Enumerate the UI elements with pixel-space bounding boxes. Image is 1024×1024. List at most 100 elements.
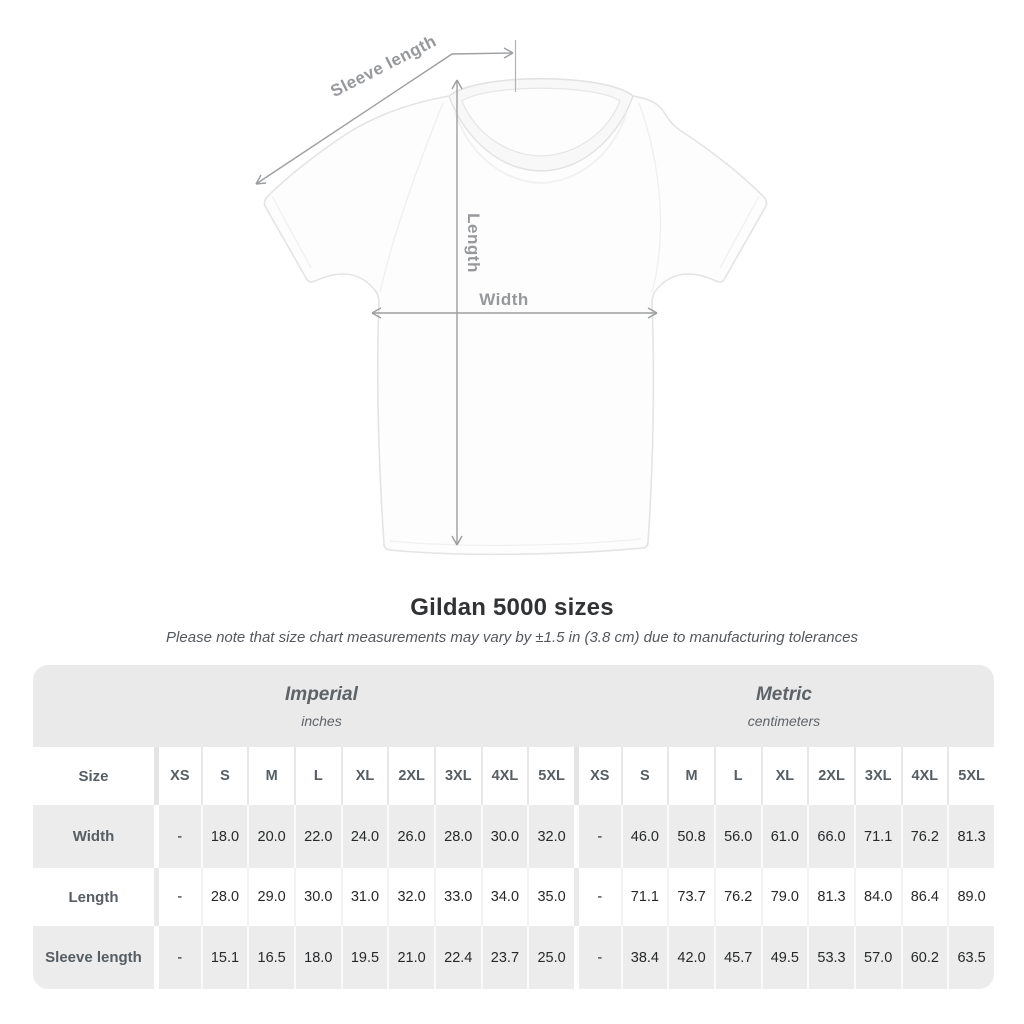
measurement-cell: 84.0 bbox=[853, 868, 901, 926]
page-subtitle: Please note that size chart measurements… bbox=[166, 629, 858, 646]
measurement-cell: 20.0 bbox=[247, 805, 294, 868]
measurement-cell: 15.1 bbox=[200, 926, 248, 989]
metric-sublabel: centimeters bbox=[747, 712, 821, 729]
measurement-cell: 53.3 bbox=[807, 926, 854, 989]
size-col-header: 4XL bbox=[900, 747, 948, 805]
measurement-cell: 60.2 bbox=[900, 926, 948, 989]
tshirt-diagram: Sleeve length Length Width bbox=[255, 31, 768, 556]
tshirt-right-cuff-stitch bbox=[719, 195, 760, 269]
measurement-cell: 49.5 bbox=[760, 926, 808, 989]
measurement-cell: 21.0 bbox=[387, 926, 434, 989]
measurement-cell: 19.5 bbox=[340, 926, 388, 989]
imperial-label: Imperial bbox=[285, 683, 358, 705]
table-row-length: Length - 28.0 29.0 30.0 31.0 32.0 33.0 3… bbox=[33, 868, 994, 926]
measurement-cell: 50.8 bbox=[667, 805, 714, 868]
size-col-header: 4XL bbox=[480, 747, 528, 805]
size-header-row: Size XS S M L XL 2XL 3XL 4XL 5XL XS S M … bbox=[33, 747, 994, 805]
measurement-cell: 28.0 bbox=[200, 868, 248, 926]
table-row-sleeve-length: Sleeve length - 15.1 16.5 18.0 19.5 21.0… bbox=[33, 926, 994, 989]
size-col-header: M bbox=[247, 747, 294, 805]
measurement-cell: - bbox=[573, 868, 621, 926]
size-col-header: XS bbox=[573, 747, 621, 805]
measurement-cell: 28.0 bbox=[433, 805, 481, 868]
measurement-cell: 29.0 bbox=[247, 868, 294, 926]
measurement-cell: 57.0 bbox=[853, 926, 901, 989]
row-label: Width bbox=[33, 805, 154, 868]
measurement-cell: 26.0 bbox=[387, 805, 434, 868]
measurement-cell: 76.2 bbox=[900, 805, 948, 868]
width-arrow bbox=[371, 307, 658, 319]
size-col-header: 2XL bbox=[387, 747, 434, 805]
row-label: Sleeve length bbox=[33, 926, 154, 989]
measurement-cell: 23.7 bbox=[480, 926, 528, 989]
measurement-cell: 32.0 bbox=[527, 805, 574, 868]
tshirt-body bbox=[263, 78, 768, 556]
measurement-cell: - bbox=[154, 868, 201, 926]
units-header-row: Imperial inches Metric centimeters bbox=[33, 665, 994, 747]
measurement-cell: 22.4 bbox=[433, 926, 481, 989]
tshirt-diagram-svg: Sleeve length Length Width bbox=[255, 31, 768, 556]
imperial-sublabel: inches bbox=[301, 712, 342, 729]
measurement-cell: 22.0 bbox=[293, 805, 341, 868]
tshirt-left-cuff-stitch bbox=[271, 195, 312, 269]
measurement-cell: - bbox=[573, 926, 621, 989]
measurement-cell: 31.0 bbox=[340, 868, 388, 926]
length-label: Length bbox=[464, 213, 483, 273]
measurement-cell: 76.2 bbox=[713, 868, 761, 926]
measurement-cell: 86.4 bbox=[900, 868, 948, 926]
tshirt-left-armhole-seam bbox=[379, 102, 444, 293]
measurement-cell: 38.4 bbox=[620, 926, 668, 989]
measurement-cell: 24.0 bbox=[340, 805, 388, 868]
size-col-header: M bbox=[667, 747, 714, 805]
size-col-header: XL bbox=[760, 747, 808, 805]
measurement-cell: 66.0 bbox=[807, 805, 854, 868]
table-row-width: Width - 18.0 20.0 22.0 24.0 26.0 28.0 30… bbox=[33, 805, 994, 868]
measurement-cell: 33.0 bbox=[433, 868, 481, 926]
measurement-cell: 63.5 bbox=[947, 926, 994, 989]
width-label: Width bbox=[479, 290, 529, 309]
tshirt-collar-shadow bbox=[454, 111, 628, 185]
size-col-header: 2XL bbox=[807, 747, 854, 805]
size-corner-header: Size bbox=[33, 747, 154, 805]
size-col-header: L bbox=[293, 747, 341, 805]
measurement-cell: 42.0 bbox=[667, 926, 714, 989]
measurement-cell: 18.0 bbox=[293, 926, 341, 989]
measurement-cell: 71.1 bbox=[853, 805, 901, 868]
tshirt-hem-stitch bbox=[389, 538, 642, 547]
size-col-header: L bbox=[713, 747, 761, 805]
size-col-header: 3XL bbox=[433, 747, 481, 805]
measurement-cell: 30.0 bbox=[480, 805, 528, 868]
size-col-header: 5XL bbox=[527, 747, 574, 805]
measurement-cell: 45.7 bbox=[713, 926, 761, 989]
row-label: Length bbox=[33, 868, 154, 926]
size-col-header: S bbox=[620, 747, 668, 805]
metric-label: Metric bbox=[755, 683, 812, 705]
measurement-cell: 34.0 bbox=[480, 868, 528, 926]
size-chart-container: Imperial inches Metric centimeters Size … bbox=[33, 665, 994, 989]
measurement-cell: 35.0 bbox=[527, 868, 574, 926]
size-col-header: 5XL bbox=[947, 747, 994, 805]
measurement-cell: 18.0 bbox=[200, 805, 248, 868]
size-col-header: S bbox=[200, 747, 248, 805]
measurement-cell: 46.0 bbox=[620, 805, 668, 868]
measurement-cell: 81.3 bbox=[807, 868, 854, 926]
measurement-cell: 30.0 bbox=[293, 868, 341, 926]
measurement-cell: 79.0 bbox=[760, 868, 808, 926]
measurement-cell: - bbox=[573, 805, 621, 868]
page-title: Gildan 5000 sizes bbox=[410, 594, 614, 621]
size-chart-table: Imperial inches Metric centimeters Size … bbox=[33, 665, 994, 989]
tshirt-right-armhole-seam bbox=[638, 102, 662, 293]
measurement-cell: 32.0 bbox=[387, 868, 434, 926]
measurement-cell: 16.5 bbox=[247, 926, 294, 989]
measurement-cell: 73.7 bbox=[667, 868, 714, 926]
measurement-cell: 25.0 bbox=[527, 926, 574, 989]
measurement-cell: 81.3 bbox=[947, 805, 994, 868]
tshirt-collar-inner bbox=[461, 87, 621, 157]
size-col-header: XS bbox=[154, 747, 201, 805]
measurement-cell: - bbox=[154, 926, 201, 989]
size-col-header: 3XL bbox=[853, 747, 901, 805]
unit-header-imperial: Imperial inches bbox=[33, 665, 574, 747]
measurement-cell: 71.1 bbox=[620, 868, 668, 926]
measurement-cell: 89.0 bbox=[947, 868, 994, 926]
